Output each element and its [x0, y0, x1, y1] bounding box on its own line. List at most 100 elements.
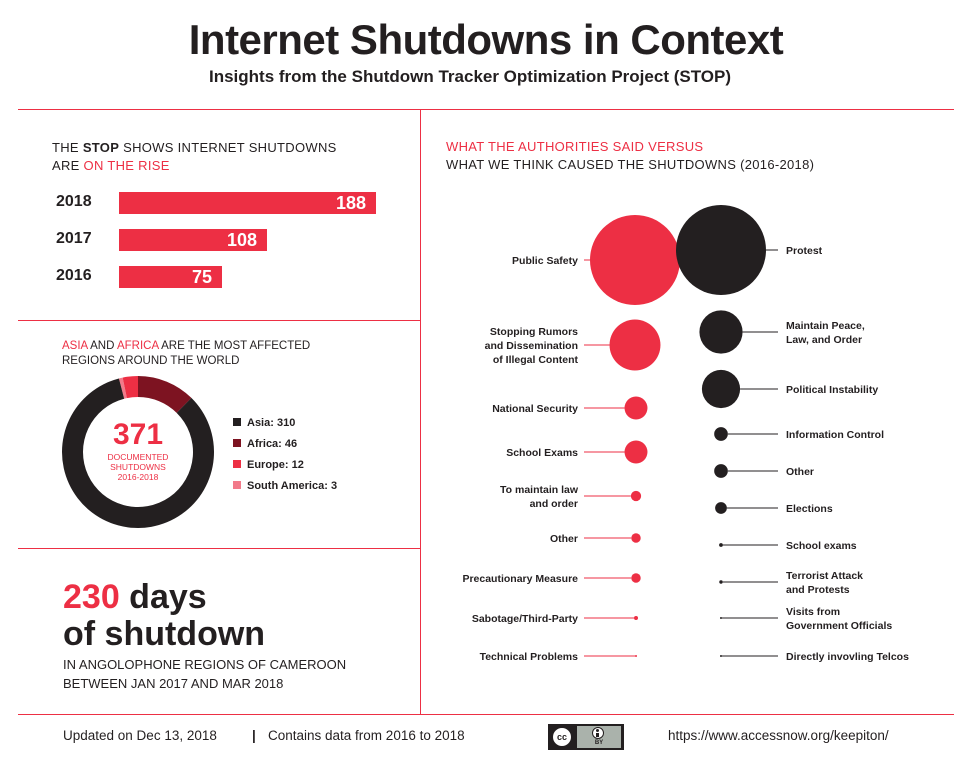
donut-center: 371 DOCUMENTED SHUTDOWNS 2016-2018	[62, 418, 214, 483]
said-bubble	[631, 533, 641, 543]
said-label: School Exams	[506, 447, 578, 459]
footer-separator: |	[252, 728, 256, 743]
legend-item: South America: 3	[233, 479, 403, 493]
regions-heading-post: ARE THE MOST AFFECTED	[158, 340, 311, 352]
think-bubble	[714, 427, 728, 441]
said-label: To maintain law	[500, 484, 579, 496]
said-bubble	[634, 654, 638, 658]
think-label: Political Instability	[786, 384, 878, 396]
cameroon-days-word: days	[119, 578, 207, 616]
top-divider	[18, 109, 954, 110]
rise-heading-post: SHOWS INTERNET SHUTDOWNS	[119, 140, 337, 155]
donut-total-label-1: DOCUMENTED	[107, 452, 169, 462]
think-bubble	[701, 369, 741, 409]
footer-updated: Updated on Dec 13, 2018	[63, 728, 217, 743]
legend-item: Europe: 12	[233, 458, 403, 472]
think-bubble	[715, 502, 727, 514]
footer-contains: Contains data from 2016 to 2018	[268, 728, 465, 743]
donut-slice-south-america	[118, 377, 127, 399]
legend-swatch	[233, 481, 241, 489]
regions-heading-asia: ASIA	[62, 340, 88, 352]
said-bubble	[633, 615, 639, 621]
said-label: Precautionary Measure	[462, 573, 578, 585]
by-label: BY	[594, 740, 604, 746]
regions-heading-line2: REGIONS AROUND THE WORLD	[62, 355, 240, 367]
think-label: Terrorist Attack	[786, 570, 863, 582]
bar-year-label: 2018	[56, 193, 92, 210]
donut-total-label-2: SHUTDOWNS	[110, 462, 166, 472]
regions-donut-chart	[62, 376, 214, 528]
said-bubble	[624, 440, 648, 464]
said-bubble	[624, 396, 648, 420]
cameroon-days: 230 days	[63, 579, 207, 615]
regions-heading-africa: AFRICA	[116, 340, 159, 352]
left-divider-2	[18, 548, 420, 549]
page-title: Internet Shutdowns in Context	[188, 16, 784, 63]
cameroon-days-line2: of shutdown	[63, 615, 266, 653]
said-label: and Dissemination	[485, 340, 578, 352]
think-label: Law, and Order	[786, 334, 862, 346]
rise-heading-bold: STOP	[82, 140, 120, 155]
legend-item: Africa: 46	[233, 437, 403, 451]
bar-2017: 108	[119, 229, 267, 251]
causes-heading-1: WHAT THE AUTHORITIES SAID VERSUS	[446, 139, 704, 154]
attribution-icon-head	[596, 729, 599, 732]
think-label: Visits from	[786, 606, 840, 618]
think-label: Other	[786, 466, 814, 478]
cc-icon-text: cc	[556, 732, 567, 742]
said-bubble	[609, 319, 661, 371]
bar-year-label: 2017	[56, 230, 92, 247]
page-subtitle: Insights from the Shutdown Tracker Optim…	[208, 67, 732, 86]
donut-legend: Asia: 310 Africa: 46 Europe: 12 South Ameri…	[233, 416, 403, 500]
think-bubble	[720, 655, 722, 657]
said-bubble	[631, 573, 641, 583]
rise-heading-pre: THE	[52, 140, 83, 155]
think-label: Directly invovling Telcos	[786, 651, 909, 663]
donut-slice-europe	[122, 376, 138, 399]
think-label: Elections	[786, 503, 833, 515]
said-label: of Illegal Content	[493, 354, 579, 366]
think-label: Information Control	[786, 429, 884, 441]
cc-icon: cc	[551, 726, 573, 748]
legend-label: South America: 3	[247, 480, 338, 492]
think-label: School exams	[786, 540, 857, 552]
rise-heading: THE STOP SHOWS INTERNET SHUTDOWNS ARE ON…	[52, 139, 412, 175]
center-divider	[420, 109, 421, 714]
donut-slice-africa	[138, 376, 192, 413]
rise-heading-highlight: ON THE RISE	[83, 158, 170, 173]
think-label: and Protests	[786, 584, 850, 596]
legend-label: Europe: 12	[247, 459, 304, 471]
donut-total: 371	[112, 418, 164, 451]
said-label: Other	[550, 533, 578, 545]
causes-heading-2: WHAT WE THINK CAUSED THE SHUTDOWNS (2016…	[446, 157, 815, 172]
legend-swatch	[233, 439, 241, 447]
think-bubble	[719, 543, 723, 547]
said-label: Stopping Rumors	[490, 326, 578, 338]
left-divider-1	[18, 320, 420, 321]
think-label: Protest	[786, 245, 823, 257]
regions-heading: ASIA AND AFRICA ARE THE MOST AFFECTED RE…	[62, 339, 402, 369]
cameroon-days-number: 230	[63, 578, 120, 616]
think-bubble	[714, 464, 728, 478]
said-label: and order	[530, 498, 578, 510]
attribution-icon	[592, 727, 604, 739]
said-label: National Security	[492, 403, 578, 415]
said-label: Sabotage/Third-Party	[472, 613, 578, 625]
said-label: Public Safety	[512, 255, 578, 267]
donut-total-label-3: 2016-2018	[117, 472, 159, 482]
cc-right-panel: BY	[577, 726, 621, 748]
legend-label: Africa: 46	[247, 438, 298, 450]
footer-url[interactable]: https://www.accessnow.org/keepiton/	[668, 728, 889, 743]
bottom-divider	[18, 714, 954, 715]
said-bubble	[590, 215, 680, 305]
said-bubble	[630, 490, 642, 502]
causes-bubble-chart: Public Safety Stopping Rumors and Dissemin…	[462, 205, 909, 663]
think-label: Government Officials	[786, 620, 892, 632]
legend-item: Asia: 310	[233, 416, 403, 430]
said-label: Technical Problems	[480, 651, 579, 663]
yearly-bar-chart: 2018 188 2017 108 2016 75	[56, 192, 386, 292]
legend-swatch	[233, 460, 241, 468]
think-label: Maintain Peace,	[786, 320, 865, 332]
bar-year-label: 2016	[56, 267, 92, 284]
rise-heading-line2: ARE	[52, 158, 84, 173]
